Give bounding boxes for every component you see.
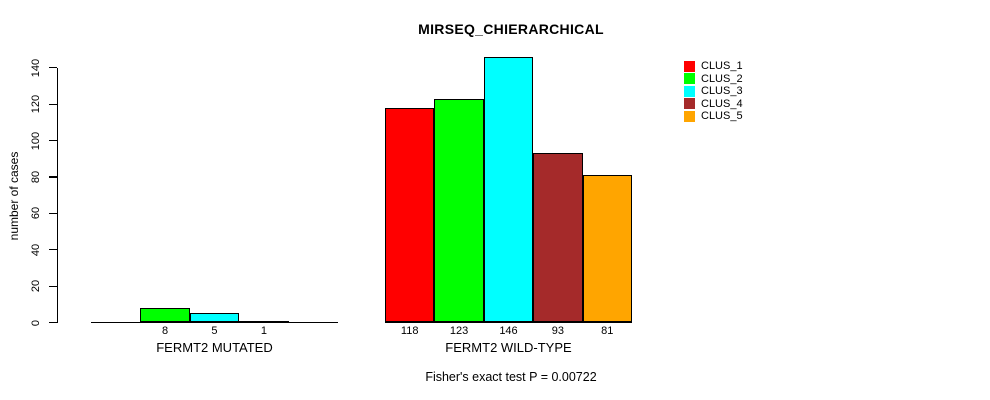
bar-clus_4-group1 (239, 320, 289, 323)
bar-value-label: 81 (601, 325, 614, 337)
y-axis-tick (48, 249, 57, 251)
bar-clus_2-group2 (434, 98, 484, 323)
bar-value-label: 93 (551, 325, 564, 337)
y-axis-tick (48, 321, 57, 324)
y-axis-tick (48, 212, 57, 214)
bar-value-label: 8 (162, 325, 169, 337)
legend-item-clus_1: CLUS_1 (684, 60, 743, 73)
bar-value-label: 123 (449, 325, 469, 337)
legend-swatch-icon (684, 73, 695, 85)
bar-clus_4-group2 (533, 153, 583, 323)
legend-swatch-icon (684, 98, 695, 110)
y-axis-line (56, 67, 58, 324)
group-baseline (385, 321, 632, 324)
y-axis-tick (48, 139, 57, 142)
legend-item-clus_3: CLUS_3 (684, 85, 743, 98)
group-baseline (91, 321, 338, 324)
x-axis-group-label: FERMT2 MUTATED (156, 340, 273, 355)
y-axis-tick (48, 67, 57, 69)
bar-clus_2-group1 (140, 307, 190, 323)
y-axis-tick-label: 60 (30, 207, 42, 220)
bar-clus_3-group2 (483, 56, 534, 323)
y-axis-tick-label: 0 (30, 319, 42, 326)
x-axis-group-label: FERMT2 WILD-TYPE (445, 340, 572, 355)
bar-value-label: 5 (211, 325, 218, 337)
y-axis-tick-label: 100 (30, 131, 42, 150)
bar-clus_5-group2 (582, 175, 632, 323)
y-axis-tick-label: 80 (30, 170, 42, 184)
bar-clus_3-group1 (189, 313, 240, 323)
y-axis-tick-label: 20 (30, 279, 42, 293)
legend-label: CLUS_4 (701, 97, 743, 110)
legend-item-clus_4: CLUS_4 (684, 98, 743, 111)
bar-clus_1-group2 (385, 107, 435, 323)
bar-value-label: 118 (400, 325, 419, 337)
y-axis-tick-label: 140 (30, 58, 42, 77)
y-axis-tick (48, 176, 57, 178)
fisher-test-annotation: Fisher's exact test P = 0.00722 (425, 370, 597, 384)
bar-value-label: 1 (260, 325, 267, 337)
y-axis-tick-label: 120 (30, 95, 42, 114)
y-axis-tick-label: 40 (30, 243, 42, 256)
y-axis-tick (48, 103, 57, 105)
legend-item-clus_5: CLUS_5 (684, 110, 743, 123)
legend-label: CLUS_3 (701, 85, 743, 98)
legend-label: CLUS_5 (701, 110, 743, 123)
legend-swatch-icon (684, 110, 695, 122)
chart-title: MIRSEQ_CHIERARCHICAL (418, 21, 604, 37)
legend-item-clus_2: CLUS_2 (684, 73, 743, 86)
legend-label: CLUS_2 (701, 72, 743, 85)
legend-label: CLUS_1 (701, 60, 743, 73)
y-axis-tick (48, 285, 57, 287)
bar-value-label: 146 (499, 325, 518, 337)
legend-swatch-icon (684, 85, 695, 97)
legend: CLUS_1 CLUS_2 CLUS_3 CLUS_4 CLUS_5 (684, 60, 743, 123)
legend-swatch-icon (684, 60, 695, 72)
y-axis-label: number of cases (7, 151, 21, 241)
